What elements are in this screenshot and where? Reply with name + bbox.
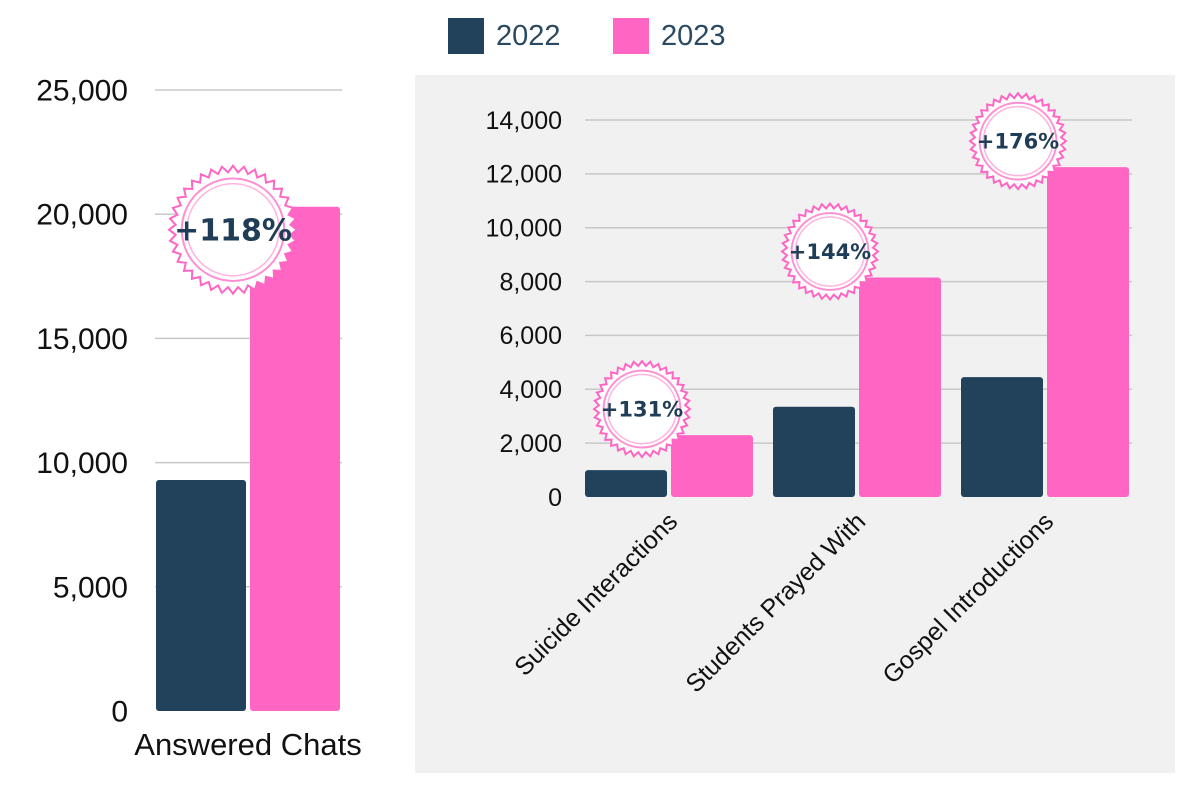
y-tick-label: 10,000 [486, 214, 562, 242]
legend-swatch-2022 [448, 18, 484, 54]
badge-ring [180, 177, 286, 282]
legend-label-2023: 2023 [661, 19, 726, 52]
y-tick-label: 10,000 [36, 447, 128, 480]
y-tick-label: 20,000 [36, 199, 128, 232]
legend-item-2022: 2022 [448, 18, 561, 54]
bar-2023 [859, 277, 941, 497]
bar-2022 [156, 479, 246, 711]
bar-2022 [585, 470, 667, 497]
growth-badge-label: +131% [601, 398, 683, 422]
y-tick-label: 15,000 [36, 323, 128, 356]
y-tick-label: 5,000 [53, 571, 128, 604]
y-tick-label: 12,000 [486, 161, 562, 189]
y-tick-label: 0 [548, 484, 562, 512]
badge-ring [790, 212, 870, 291]
bar-2022 [961, 377, 1043, 497]
badge-seal-icon [167, 164, 299, 296]
growth-badge-label: +118% [174, 214, 292, 249]
category-label: Students Prayed With [680, 507, 871, 698]
bar-2023 [671, 435, 753, 497]
growth-badge-label: +176% [977, 130, 1059, 154]
y-tick-label: 2,000 [499, 430, 562, 458]
legend-item-2023: 2023 [613, 18, 726, 54]
answered-chats-chart: 0 5,000 10,000 15,000 20,000 25,000 +118% Answe… [36, 75, 361, 763]
bar-2023 [250, 206, 340, 712]
badge-ring [602, 369, 682, 449]
bar-2022 [773, 406, 855, 497]
legend-swatch-2023 [613, 18, 649, 54]
growth-badge: +118% [167, 164, 299, 296]
y-tick-label: 4,000 [499, 376, 562, 404]
y-tick-label: 25,000 [36, 75, 128, 108]
growth-badge: +176% [968, 91, 1068, 191]
category-label: Gospel Introductions [877, 507, 1059, 689]
y-tick-label: 6,000 [499, 322, 562, 350]
badge-ring [978, 101, 1058, 181]
category-label: Suicide Interactions [509, 507, 683, 681]
badge-ring-inner [186, 182, 280, 277]
y-tick-label: 8,000 [499, 268, 562, 296]
engagement-chart: 0 2,000 4,000 6,000 8,000 10,000 12,000 14,000 +… [486, 91, 1132, 698]
badge-ring-inner [794, 216, 866, 287]
y-tick-label: 14,000 [486, 107, 562, 135]
growth-badge-label: +144% [789, 240, 871, 264]
bar-2023 [1047, 167, 1129, 497]
growth-badge: +131% [592, 359, 692, 459]
badge-ring-inner [982, 105, 1054, 177]
badge-ring-inner [606, 373, 678, 445]
growth-badge: +144% [780, 201, 880, 302]
y-tick-label: 0 [111, 696, 128, 729]
category-label: Answered Chats [134, 727, 361, 762]
legend-label-2022: 2022 [496, 19, 561, 52]
